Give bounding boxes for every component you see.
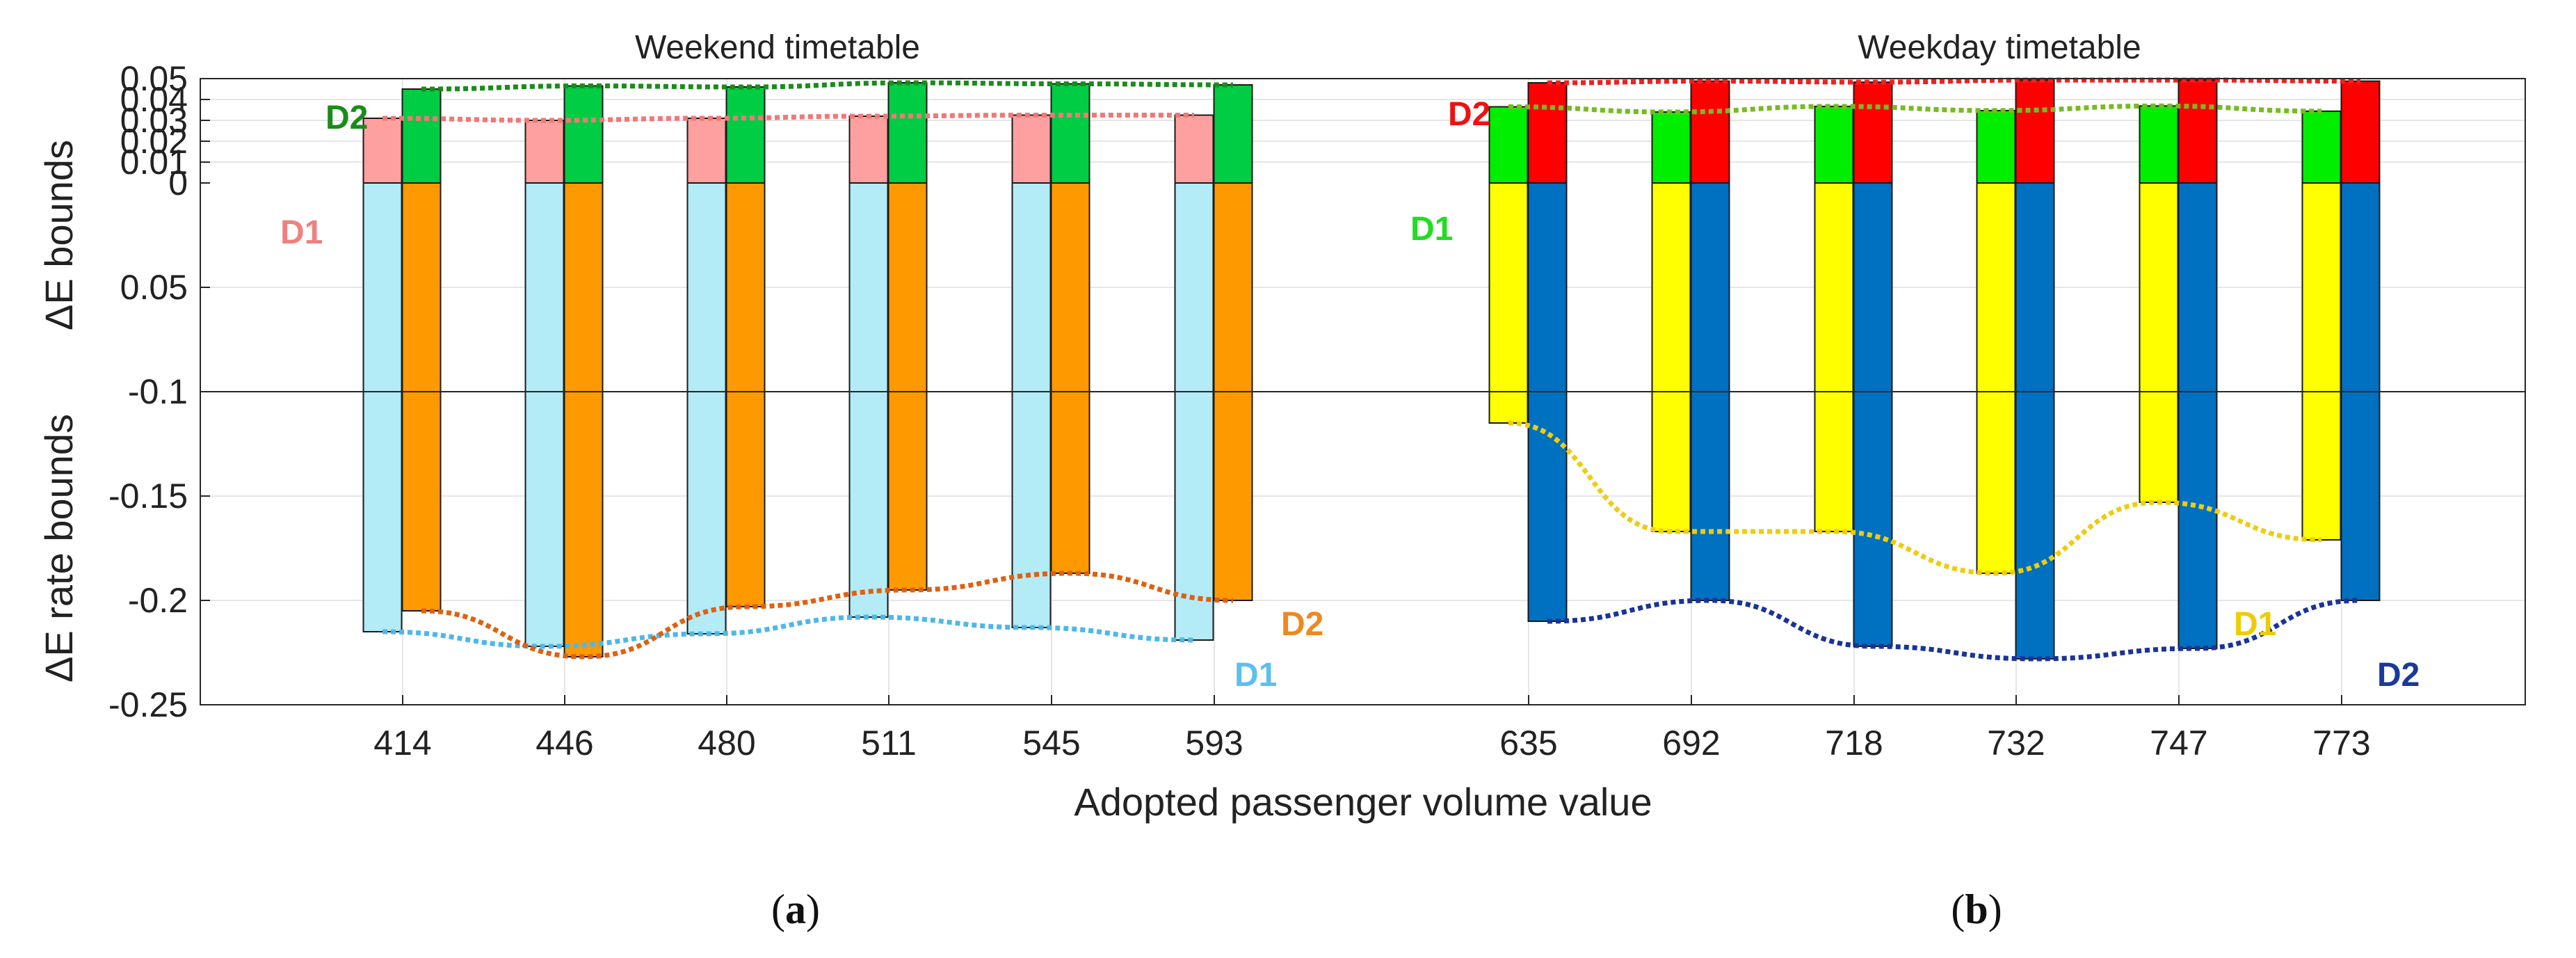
y-axis-title-lower: ΔE rate bounds	[37, 414, 81, 682]
x-tick-label: 732	[1987, 724, 2045, 763]
y-tick-label: 0.05	[120, 59, 188, 98]
bar-d1-lower-b	[2139, 182, 2179, 503]
x-tick-label: 692	[1662, 724, 1720, 763]
bar-d2-lower-b	[1853, 182, 1893, 647]
bar-d2-lower-b	[1527, 182, 1568, 622]
bar-d1-upper-a	[686, 118, 727, 184]
bar-d2-lower-b	[2177, 182, 2218, 649]
x-tick-label: 773	[2312, 724, 2370, 763]
series-label-d2: D2	[2377, 657, 2420, 694]
bar-d2-lower-a	[887, 182, 928, 591]
bar-d1-lower-b	[1488, 182, 1529, 424]
y-tick-label: 0.05	[120, 268, 188, 307]
bar-d1-upper-b	[2301, 110, 2342, 184]
series-label-d1: D1	[1234, 657, 1277, 694]
y-tick-label: 0.02	[120, 122, 188, 161]
bar-d2-upper-b	[1853, 81, 1893, 184]
envelope-line-d2-lower-a	[421, 570, 1234, 660]
bar-d2-lower-a	[725, 182, 766, 607]
bar-d1-upper-b	[1976, 109, 2016, 184]
y-tick-label: -0.1	[128, 372, 188, 411]
x-tick-label: 747	[2150, 724, 2207, 763]
bar-d1-upper-a	[1174, 114, 1214, 184]
panel-b-title: Weekday timetable	[1858, 29, 2141, 66]
bar-d1-lower-b	[1651, 182, 1691, 532]
bar-d2-upper-a	[563, 85, 604, 184]
bar-d2-upper-b	[2015, 79, 2055, 184]
bar-d1-lower-a	[524, 182, 565, 647]
bar-d1-upper-a	[524, 120, 565, 184]
y-tick-label: -0.2	[128, 581, 188, 620]
x-tick-label: 446	[536, 724, 593, 763]
bar-d2-upper-b	[2340, 80, 2381, 184]
bar-d1-lower-b	[1814, 182, 1854, 532]
bar-d2-lower-b	[2015, 182, 2055, 660]
envelope-line-d2-upper-b	[1547, 77, 2361, 86]
bar-d2-upper-a	[725, 86, 766, 184]
bar-d2-upper-b	[1690, 80, 1730, 184]
bar-d1-upper-b	[1651, 111, 1691, 184]
y-tick-label: 0.03	[120, 101, 188, 140]
y-tick-label: 0	[168, 163, 188, 202]
subfigure-b-label: (b)	[1951, 886, 2002, 932]
bar-d1-upper-b	[1488, 106, 1529, 184]
x-tick-label: 718	[1825, 724, 1883, 763]
bar-d2-lower-a	[563, 182, 604, 657]
envelope-line-d2-upper-a	[421, 80, 1234, 92]
bar-d1-lower-a	[1174, 182, 1214, 641]
bar-d2-upper-b	[2177, 79, 2218, 184]
y-tick-label: 0.04	[120, 80, 188, 119]
bar-d1-lower-a	[848, 182, 889, 618]
bar-d1-lower-b	[1976, 182, 2016, 574]
series-label-d2: D2	[1281, 606, 1323, 643]
envelope-line-d1-lower-a	[382, 614, 1195, 649]
series-label-d2: D2	[1448, 96, 1490, 133]
bar-d1-lower-a	[362, 182, 403, 632]
y-tick-label: -0.25	[108, 685, 188, 724]
bar-d2-lower-a	[401, 182, 442, 612]
bar-d1-upper-a	[362, 118, 403, 184]
subfigure-a-label: (a)	[771, 886, 820, 932]
bar-d2-upper-a	[1050, 83, 1090, 184]
y-axis-title-upper: ΔE bounds	[37, 140, 81, 330]
series-label-d1: D1	[2234, 606, 2276, 643]
x-tick-label: 635	[1499, 724, 1557, 763]
x-tick-label: 480	[698, 724, 755, 763]
bar-d1-upper-a	[1011, 114, 1052, 184]
panel-a-title: Weekend timetable	[635, 29, 920, 66]
y-tick-label: 0.01	[120, 143, 188, 182]
y-tick-label: -0.15	[108, 477, 188, 516]
bar-d1-lower-a	[686, 182, 727, 634]
envelope-line-d2-lower-b	[1547, 598, 2361, 662]
bar-d2-lower-a	[1050, 182, 1090, 574]
envelope-line-d1-upper-a	[382, 113, 1194, 123]
bar-d2-upper-a	[1213, 84, 1253, 184]
x-tick-label: 414	[373, 724, 431, 763]
series-label-d1: D1	[1410, 211, 1453, 248]
bar-d1-upper-b	[2139, 105, 2179, 184]
series-label-d2: D2	[325, 99, 368, 136]
x-axis-title: Adopted passenger volume value	[1074, 780, 1652, 824]
series-label-d1: D1	[280, 214, 323, 251]
bar-d1-upper-b	[1814, 105, 1854, 184]
bar-d1-lower-a	[1011, 182, 1052, 628]
bar-d2-upper-a	[887, 82, 928, 184]
bar-d1-lower-b	[2301, 182, 2342, 541]
bar-d2-upper-a	[401, 88, 442, 184]
x-tick-label: 545	[1022, 724, 1080, 763]
bar-d1-upper-a	[848, 115, 889, 184]
x-tick-label: 593	[1185, 724, 1243, 763]
x-tick-label: 511	[861, 724, 917, 763]
envelope-line-d1-upper-b	[1508, 103, 2322, 115]
envelope-line-d1-lower-b	[1508, 420, 2322, 576]
bar-d2-upper-b	[1527, 82, 1568, 184]
